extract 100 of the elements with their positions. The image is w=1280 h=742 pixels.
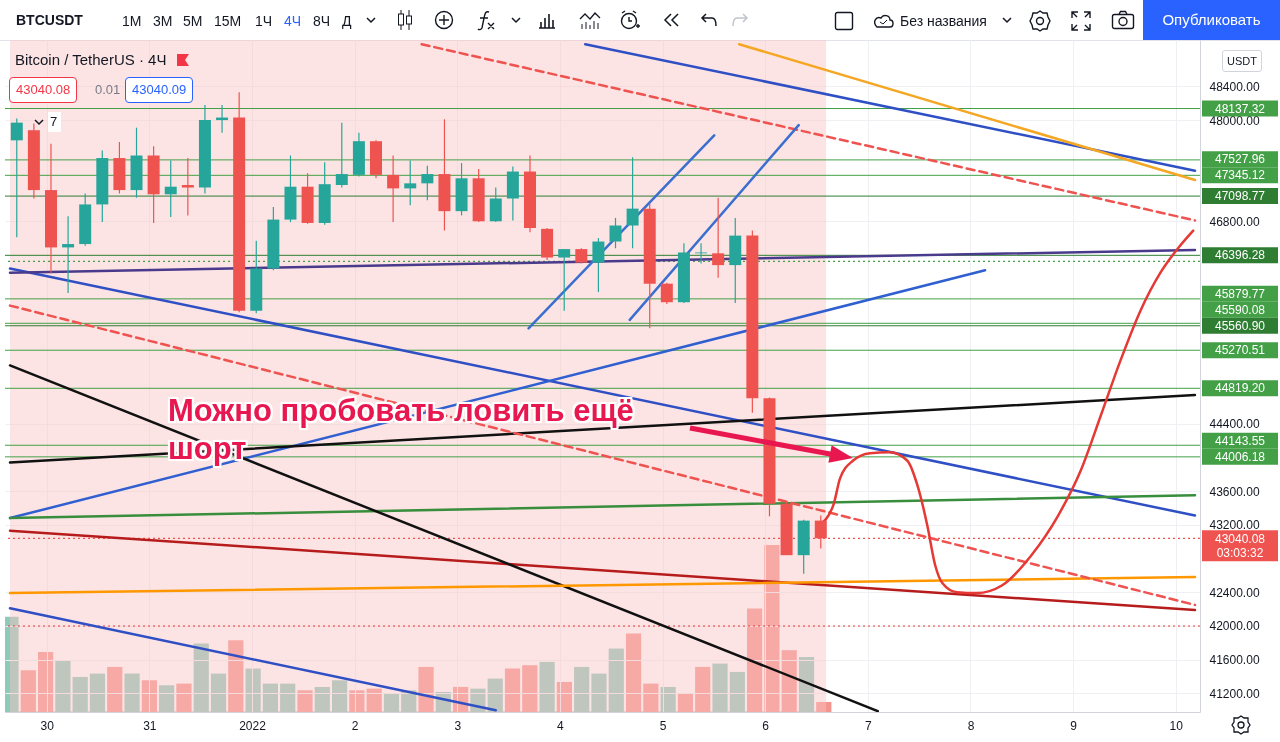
bar bbox=[383, 693, 400, 712]
x-tick-label: 2 bbox=[351, 718, 359, 733]
bar bbox=[608, 648, 624, 712]
ref-line-label: 45560.90 bbox=[1214, 318, 1266, 333]
bar bbox=[124, 673, 140, 712]
text: Без названия bbox=[900, 13, 987, 29]
y-axis-title: USDT bbox=[1222, 50, 1262, 72]
x-tick-label: 8 bbox=[967, 718, 975, 733]
y-tick-label: 41600.00 bbox=[1209, 653, 1260, 668]
bar bbox=[747, 608, 763, 712]
y-tick-label: 44400.00 bbox=[1209, 417, 1260, 432]
x-tick-label: 31 bbox=[143, 718, 157, 733]
bar bbox=[72, 676, 88, 712]
ref-line-label: 47527.96 bbox=[1214, 152, 1266, 167]
bar bbox=[539, 661, 555, 712]
bar bbox=[176, 683, 192, 712]
text: 4Ч bbox=[284, 13, 302, 29]
text: 1Ч bbox=[255, 13, 273, 29]
annotation: 43040.08 bbox=[9, 77, 78, 103]
bar bbox=[262, 683, 279, 712]
bar bbox=[297, 690, 313, 712]
bar bbox=[677, 693, 694, 712]
text: Д bbox=[342, 13, 352, 29]
annotation: 0.01 bbox=[95, 82, 121, 98]
y-tick-label: 48400.00 bbox=[1209, 79, 1260, 94]
bar bbox=[20, 670, 36, 712]
text: 8Ч bbox=[313, 13, 331, 29]
bar bbox=[280, 683, 296, 712]
candlestick bbox=[609, 217, 622, 249]
candlestick bbox=[626, 156, 639, 249]
candlestick bbox=[660, 282, 673, 305]
bar bbox=[193, 643, 209, 712]
candlestick bbox=[489, 186, 502, 223]
candlestick bbox=[335, 122, 348, 189]
candlestick bbox=[712, 197, 725, 279]
bar bbox=[798, 656, 815, 712]
ref-line-label: 47345.12 bbox=[1214, 168, 1266, 183]
candlestick bbox=[10, 117, 23, 238]
y-tick-label: 42000.00 bbox=[1209, 619, 1260, 634]
ref-line-label: 45590.08 bbox=[1214, 302, 1266, 317]
x-tick-label: 10 bbox=[1169, 718, 1184, 733]
y-tick-label: 46800.00 bbox=[1209, 214, 1260, 229]
bar bbox=[210, 673, 227, 712]
y-tick-label: 48000.00 bbox=[1209, 113, 1260, 128]
y-tick-label: 42400.00 bbox=[1209, 585, 1260, 600]
x-tick-label: 5 bbox=[659, 718, 667, 733]
x-tick-label: 9 bbox=[1070, 718, 1078, 733]
bar bbox=[695, 666, 711, 712]
ref-line-label: 44006.18 bbox=[1214, 449, 1266, 464]
bar bbox=[55, 660, 71, 712]
x-tick-label: 6 bbox=[762, 718, 770, 733]
bar bbox=[89, 673, 106, 712]
bar bbox=[764, 545, 780, 712]
bar bbox=[504, 668, 521, 712]
candlestick bbox=[404, 159, 417, 206]
bar bbox=[487, 678, 503, 712]
x-tick-label: 7 bbox=[864, 718, 872, 733]
text: Опубликовать bbox=[1143, 0, 1280, 40]
text: Bitcoin / TetherUS · 4Ч bbox=[15, 51, 167, 68]
bar bbox=[816, 701, 832, 712]
bar bbox=[522, 665, 538, 712]
bar bbox=[5, 616, 19, 712]
bar bbox=[141, 680, 157, 712]
bar bbox=[314, 686, 330, 712]
bar bbox=[729, 671, 745, 712]
ref-line-label: 48137.32 bbox=[1214, 101, 1266, 116]
ref-line-label: 44143.55 bbox=[1214, 433, 1266, 448]
candlestick bbox=[181, 157, 194, 216]
y-tick-label: 43600.00 bbox=[1209, 484, 1260, 499]
annotation: 7 bbox=[48, 112, 62, 132]
bar bbox=[331, 680, 348, 712]
text: 1M bbox=[122, 13, 142, 29]
candlestick bbox=[592, 237, 605, 293]
text: 3M bbox=[153, 13, 173, 29]
ref-line-label: 44819.20 bbox=[1214, 381, 1266, 396]
text: 5M bbox=[183, 13, 203, 29]
bar bbox=[159, 685, 175, 712]
text: 15M bbox=[214, 13, 242, 29]
candlestick bbox=[387, 154, 400, 223]
y-tick-label: 41200.00 bbox=[1209, 686, 1260, 701]
bar bbox=[712, 663, 728, 712]
ref-line-label: 47098.77 bbox=[1214, 189, 1266, 204]
ref-line-label: 45270.51 bbox=[1214, 343, 1266, 358]
ref-line-label: 46396.28 bbox=[1214, 248, 1266, 263]
ref-line-label: 43040.08 03:03:32 bbox=[1214, 531, 1266, 560]
candlestick bbox=[558, 248, 571, 312]
x-tick-label: 4 bbox=[557, 718, 565, 733]
bar bbox=[574, 666, 590, 712]
bar bbox=[591, 673, 607, 712]
bar bbox=[643, 683, 659, 712]
bar bbox=[366, 688, 382, 712]
candlestick bbox=[164, 159, 177, 218]
bar bbox=[418, 666, 434, 712]
y-tick-label: 43200.00 bbox=[1209, 518, 1260, 533]
ref-line-label: 45879.77 bbox=[1214, 286, 1266, 301]
bar bbox=[107, 666, 123, 712]
bar bbox=[625, 633, 642, 712]
annotation: 43040.09 bbox=[125, 77, 194, 103]
text: BTCUSDT bbox=[16, 12, 83, 28]
x-tick-label: 2022 bbox=[239, 718, 267, 733]
